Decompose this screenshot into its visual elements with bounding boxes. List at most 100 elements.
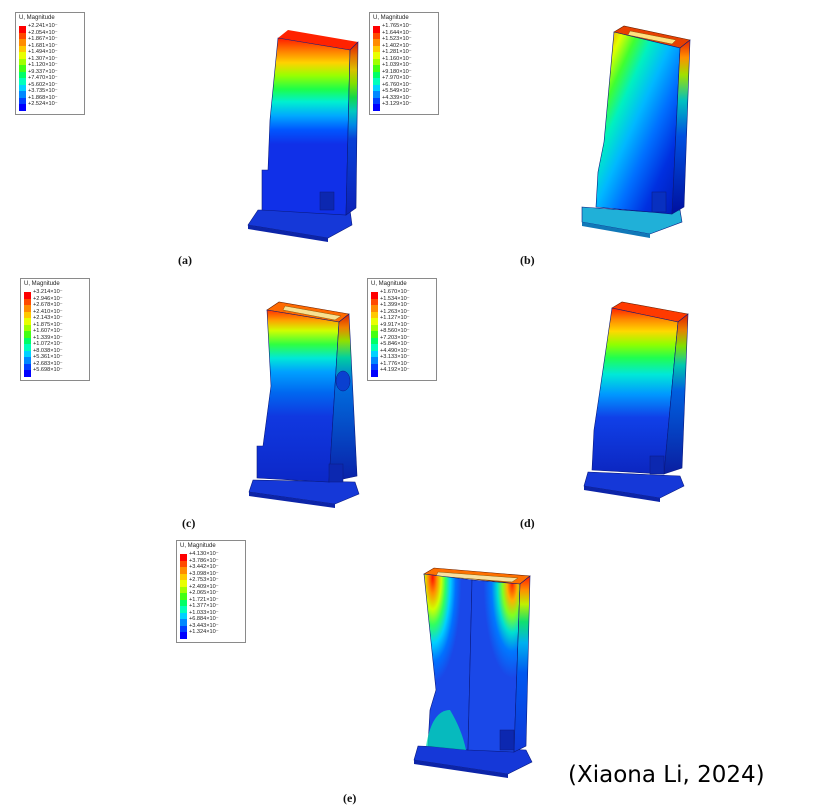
legend-swatch	[373, 52, 380, 59]
legend-swatch	[373, 78, 380, 85]
legend-swatch	[373, 39, 380, 46]
legend-swatch	[24, 292, 31, 299]
legend-value: +5.361×10⁻	[33, 354, 63, 360]
legend-swatch	[373, 45, 380, 52]
legend-value: +1.160×10⁻	[382, 55, 412, 62]
legend-color-bar	[180, 554, 187, 639]
legend-value: +3.098×10⁻	[189, 570, 219, 577]
legend-value: +1.721×10⁻	[189, 596, 219, 603]
legend-swatch	[371, 344, 378, 351]
legend-swatch	[373, 104, 380, 111]
legend-value: +2.241×10⁻	[28, 23, 58, 29]
legend-value: +1.281×10⁻	[382, 49, 412, 55]
legend-value: +7.970×10⁻	[382, 75, 412, 81]
legend-value: +4.192×10⁻	[380, 367, 410, 373]
legend-swatch	[371, 311, 378, 318]
legend-c: U, Magnitude +3.214×10⁻ +2.946×10⁻ +2.678×…	[20, 278, 90, 381]
panel-label-d: (d)	[520, 516, 535, 530]
fem-model-a	[247, 30, 359, 242]
legend-value: +1.263×10⁻	[380, 308, 410, 315]
legend-value: +9.917×10⁻	[380, 321, 410, 328]
legend-swatch	[373, 26, 380, 33]
legend-value: +6.760×10⁻	[382, 81, 412, 88]
legend-swatch	[19, 91, 26, 98]
legend-title: U, Magnitude	[373, 15, 409, 21]
legend-value: +9.337×10⁻	[28, 68, 58, 75]
legend-swatch	[24, 370, 31, 377]
legend-value: +3.786×10⁻	[189, 557, 219, 564]
legend-swatch	[180, 567, 187, 574]
legend-swatch	[371, 350, 378, 357]
legend-title: U, Magnitude	[371, 281, 407, 287]
legend-swatch	[180, 606, 187, 613]
legend-value: +3.735×10⁻	[28, 88, 58, 94]
fem-model-c	[248, 301, 360, 508]
legend-color-bar	[24, 292, 31, 377]
legend-value: +5.549×10⁻	[382, 88, 412, 94]
legend-value: +4.339×10⁻	[382, 94, 412, 101]
legend-swatch	[371, 331, 378, 338]
legend-swatch	[19, 45, 26, 52]
legend-value: +5.698×10⁻	[33, 367, 63, 373]
legend-value: +2.946×10⁻	[33, 295, 63, 302]
legend-swatch	[373, 32, 380, 39]
legend-swatch	[180, 560, 187, 567]
legend-swatch	[180, 554, 187, 561]
legend-swatch	[371, 298, 378, 305]
legend-swatch	[24, 311, 31, 318]
legend-swatch	[24, 331, 31, 338]
legend-swatch	[19, 84, 26, 91]
legend-swatch	[371, 337, 378, 344]
legend-value: +1.399×10⁻	[380, 302, 410, 308]
legend-value: +8.560×10⁻	[380, 328, 410, 334]
legend-swatch	[24, 350, 31, 357]
citation: (Xiaona Li, 2024)	[568, 762, 765, 788]
legend-swatch	[371, 363, 378, 370]
legend-swatch	[19, 104, 26, 111]
legend-value: +1.867×10⁻	[28, 36, 58, 42]
legend-value: +2.753×10⁻	[189, 577, 219, 583]
legend-swatch	[19, 39, 26, 46]
legend-value: +6.884×10⁻	[189, 616, 219, 622]
legend-swatch	[373, 91, 380, 98]
legend-value: +3.443×10⁻	[189, 622, 219, 629]
legend-value: +2.065×10⁻	[189, 590, 219, 596]
legend-value: +2.410×10⁻	[33, 308, 63, 315]
legend-swatch	[373, 84, 380, 91]
legend-d: U, Magnitude +1.670×10⁻ +1.534×10⁻ +1.399×…	[367, 278, 437, 381]
legend-value: +2.143×10⁻	[33, 315, 63, 321]
legend-value: +1.307×10⁻	[28, 55, 58, 62]
legend-value: +1.039×10⁻	[382, 62, 412, 68]
legend-value: +1.776×10⁻	[380, 360, 410, 367]
legend-swatch	[24, 305, 31, 312]
legend-value: +1.120×10⁻	[28, 62, 58, 68]
legend-swatch	[24, 298, 31, 305]
legend-value: +5.846×10⁻	[380, 341, 410, 347]
panel-label-e: (e)	[343, 791, 357, 805]
legend-value: +1.534×10⁻	[380, 295, 410, 302]
legend-value: +1.670×10⁻	[380, 289, 410, 295]
legend-value: +2.409×10⁻	[189, 583, 219, 590]
legend-title: U, Magnitude	[180, 543, 216, 549]
legend-value: +7.470×10⁻	[28, 75, 58, 81]
fem-model-b	[581, 25, 691, 238]
legend-value: +3.442×10⁻	[189, 564, 219, 570]
legend-a: U, Magnitude +2.241×10⁻ +2.054×10⁻ +1.867×…	[15, 12, 85, 115]
legend-value: +1.127×10⁻	[380, 315, 410, 321]
legend-swatch	[24, 357, 31, 364]
legend-swatch	[373, 71, 380, 78]
legend-swatch	[371, 318, 378, 325]
legend-swatch	[180, 586, 187, 593]
legend-value: +2.683×10⁻	[33, 360, 63, 367]
legend-swatch	[180, 632, 187, 639]
legend-swatch	[180, 625, 187, 632]
legend-values: +1.670×10⁻ +1.534×10⁻ +1.399×10⁻ +1.263×10⁻…	[380, 289, 410, 377]
legend-color-bar	[373, 26, 380, 111]
legend-value: +7.203×10⁻	[380, 334, 410, 341]
legend-value: +3.133×10⁻	[380, 354, 410, 360]
legend-title: U, Magnitude	[19, 15, 55, 21]
legend-swatch	[373, 65, 380, 72]
legend-b: U, Magnitude +1.765×10⁻ +1.644×10⁻ +1.523×…	[369, 12, 439, 115]
legend-swatch	[19, 97, 26, 104]
legend-value: +1.033×10⁻	[189, 609, 219, 616]
